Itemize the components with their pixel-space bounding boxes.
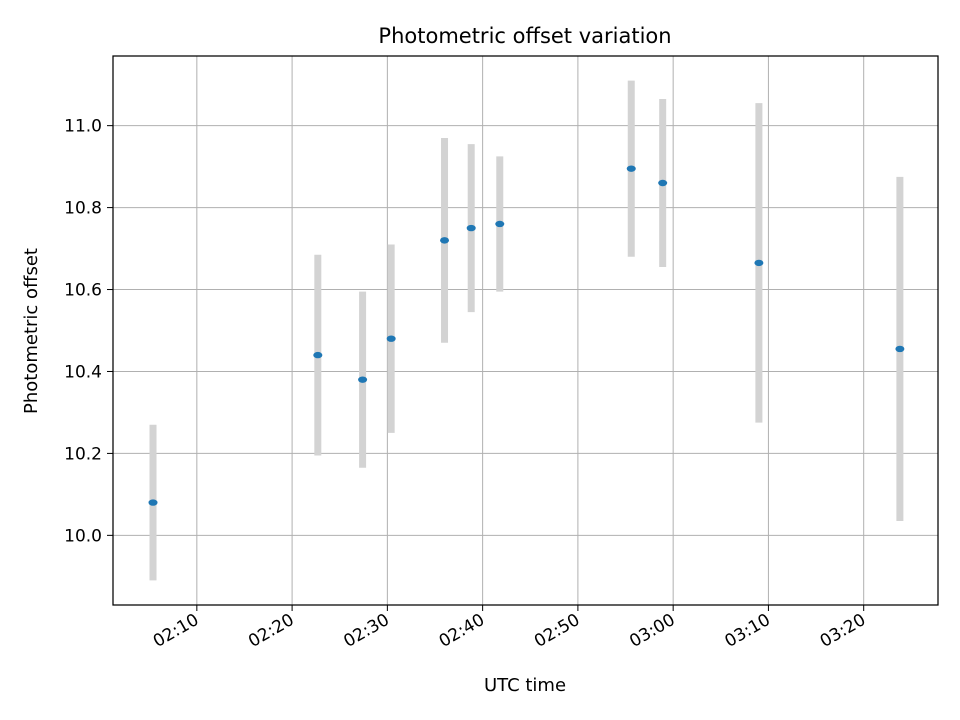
y-tick-label: 10.8 [64,199,102,219]
data-point [386,335,396,342]
data-point [495,220,505,228]
y-tick-label: 11.0 [64,117,102,137]
data-point [895,345,905,353]
x-axis-label: UTC time [484,675,566,696]
data-point [313,351,323,359]
data-point [658,179,668,187]
plot-frame [112,55,939,606]
data-point [626,165,636,172]
y-tick-label: 10.2 [64,444,102,464]
y-axis-ticks: 10.0 10.2 10.4 10.6 10.8 11.0 [64,117,113,546]
y-tick-label: 10.4 [64,362,102,382]
y-axis-label: Photometric offset [21,248,42,414]
data-point [358,376,368,383]
y-tick-label: 10.0 [64,526,102,546]
data-point [754,259,764,267]
data-point [440,237,450,244]
chart-title: Photometric offset variation [378,24,671,48]
data-points [148,165,905,506]
y-tick-label: 10.6 [64,281,102,301]
data-point [466,224,476,232]
data-point [148,499,158,506]
grid-lines [113,56,938,605]
